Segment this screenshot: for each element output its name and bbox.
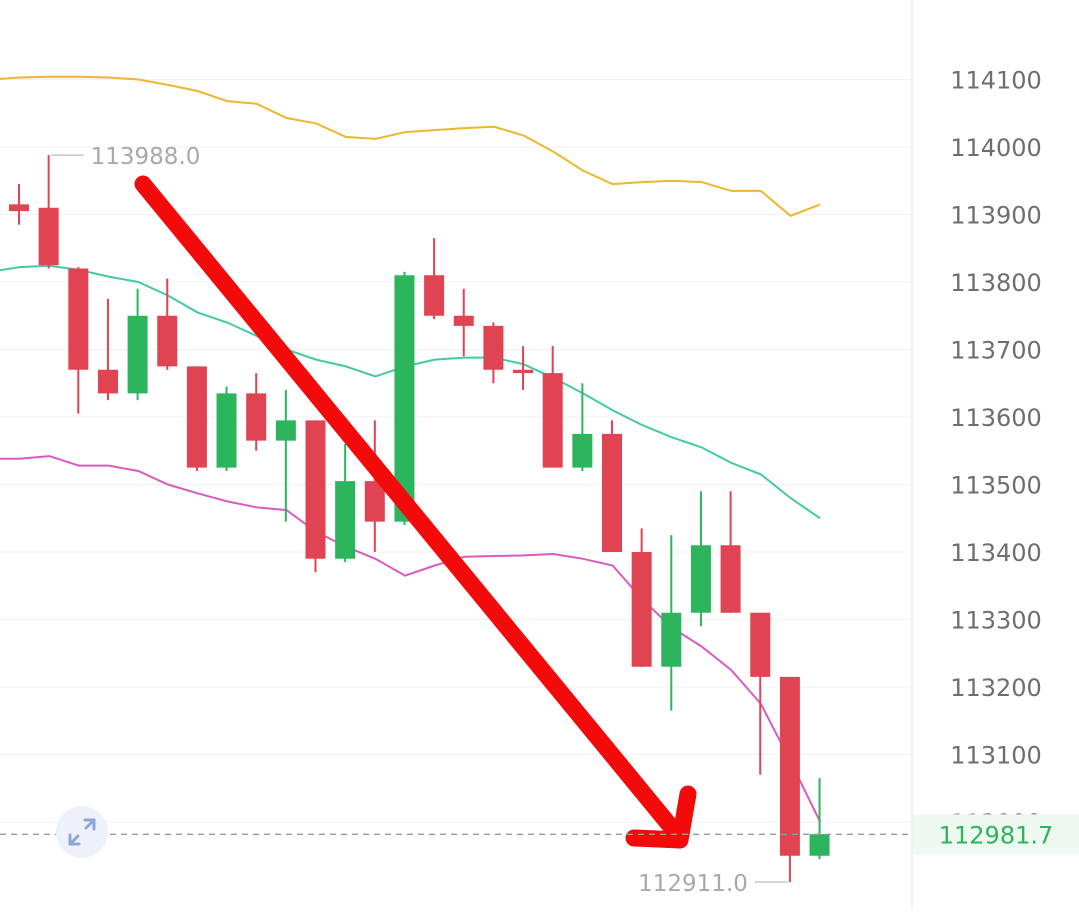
candle[interactable] xyxy=(809,778,830,860)
high-marker-label: 113988.0 xyxy=(91,144,201,170)
candle[interactable] xyxy=(335,444,356,563)
candle-body xyxy=(453,315,474,326)
candle-body xyxy=(483,325,504,370)
candle[interactable] xyxy=(602,420,622,552)
trend-arrow-annotation xyxy=(134,175,697,849)
candle-body xyxy=(661,612,682,667)
candle[interactable] xyxy=(394,271,415,525)
candle[interactable] xyxy=(513,346,534,390)
candle-body xyxy=(186,366,207,468)
candle-body xyxy=(602,433,622,552)
candle-body xyxy=(68,268,89,370)
grid-lines xyxy=(0,79,912,823)
price-axis: 114100 114000 113900 113800 113700 113600 1135… xyxy=(950,67,1042,838)
candle[interactable] xyxy=(246,373,267,451)
candle-body xyxy=(779,676,800,856)
candle-body xyxy=(750,612,771,677)
candle-body xyxy=(157,315,178,367)
candle[interactable] xyxy=(157,278,178,370)
candle[interactable] xyxy=(275,390,296,522)
candle-body xyxy=(809,834,830,856)
price-tick-label: 113300 xyxy=(950,607,1042,635)
candle-body xyxy=(631,552,652,667)
price-tick-label: 113500 xyxy=(950,472,1042,500)
candle[interactable] xyxy=(68,267,89,414)
expand-button[interactable] xyxy=(56,806,108,858)
candle-body xyxy=(424,275,445,316)
price-tick-label: 113100 xyxy=(950,742,1042,770)
low-marker-label: 112911.0 xyxy=(638,871,748,897)
candle[interactable] xyxy=(661,535,682,711)
candle-body xyxy=(394,275,415,522)
candle-body xyxy=(572,433,593,468)
candle-body xyxy=(246,393,267,441)
candle-body xyxy=(305,420,326,559)
candle[interactable] xyxy=(127,288,148,401)
candle[interactable] xyxy=(216,386,237,471)
candle-body xyxy=(127,315,148,394)
candle[interactable] xyxy=(750,612,771,775)
price-tick-label: 113600 xyxy=(950,404,1042,432)
upper-band-line xyxy=(0,75,821,217)
candle[interactable] xyxy=(9,184,29,225)
price-tick-label: 113700 xyxy=(950,337,1042,365)
candle-body xyxy=(690,545,711,613)
candle[interactable] xyxy=(720,491,741,613)
candle[interactable] xyxy=(631,528,652,667)
candle[interactable] xyxy=(572,383,593,471)
candle[interactable] xyxy=(38,155,59,269)
lower-band-line xyxy=(0,455,822,823)
expand-icon xyxy=(68,818,96,846)
candle-body xyxy=(542,373,563,468)
candle[interactable] xyxy=(779,676,800,883)
candle[interactable] xyxy=(186,366,207,471)
price-tick-label: 113900 xyxy=(950,202,1042,230)
candle[interactable] xyxy=(364,420,385,552)
candle-body xyxy=(9,204,29,212)
candle[interactable] xyxy=(97,298,118,401)
candle[interactable] xyxy=(542,346,563,468)
candle-body xyxy=(335,481,356,559)
price-tick-label: 113200 xyxy=(950,674,1042,702)
price-tick-label: 114100 xyxy=(950,67,1042,95)
candle-body xyxy=(38,207,59,266)
high-low-markers: 113988.0 112911.0 xyxy=(50,144,788,897)
candle-body xyxy=(364,481,385,522)
current-price-tag xyxy=(913,814,1079,855)
current-price-value: 112981.7 xyxy=(939,821,1054,849)
candlesticks[interactable] xyxy=(9,155,830,883)
candle-body xyxy=(720,545,741,613)
candle-body xyxy=(513,369,534,374)
candle[interactable] xyxy=(305,420,326,573)
trend-arrow-shaft xyxy=(134,175,681,837)
price-tick-label: 113400 xyxy=(950,539,1042,567)
candle[interactable] xyxy=(424,238,445,320)
candle[interactable] xyxy=(453,288,474,357)
price-tick-label: 113800 xyxy=(950,269,1042,297)
candle[interactable] xyxy=(690,491,711,627)
trend-arrow-head xyxy=(625,785,697,849)
candle-body xyxy=(275,420,296,441)
candle[interactable] xyxy=(483,322,504,384)
candle-body xyxy=(97,369,118,394)
price-tick-label: 114000 xyxy=(950,134,1042,162)
candle-body xyxy=(216,393,237,468)
